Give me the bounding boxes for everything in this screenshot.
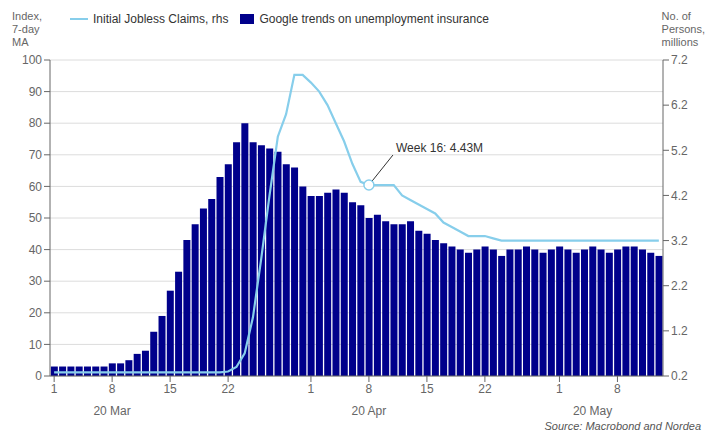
svg-text:80: 80 [29, 116, 43, 130]
svg-text:15: 15 [163, 382, 177, 396]
svg-text:1: 1 [308, 382, 315, 396]
svg-text:22: 22 [221, 382, 235, 396]
svg-text:40: 40 [29, 243, 43, 257]
html-text:Source: Macrobond and Nordea: Source: Macrobond and Nordea [544, 420, 701, 432]
svg-text:8: 8 [366, 382, 373, 396]
svg-text:20 Apr: 20 Apr [352, 404, 387, 418]
svg-text:2.2: 2.2 [671, 279, 688, 293]
svg-text:90: 90 [29, 85, 43, 99]
svg-text:6.2: 6.2 [671, 98, 688, 112]
svg-text:8: 8 [614, 382, 621, 396]
svg-text:8: 8 [109, 382, 116, 396]
svg-text:7.2: 7.2 [671, 53, 688, 67]
svg-text:20 Mar: 20 Mar [93, 404, 130, 418]
svg-text:0: 0 [35, 369, 42, 383]
svg-text:0.2: 0.2 [671, 369, 688, 383]
svg-text:30: 30 [29, 274, 43, 288]
svg-text:1: 1 [51, 382, 58, 396]
svg-text:20: 20 [29, 306, 43, 320]
html-text:Google trends on unemployment: Google trends on unemployment insurance [259, 12, 489, 26]
svg-text:1: 1 [556, 382, 563, 396]
svg-text:22: 22 [478, 382, 492, 396]
svg-text:Week 16: 4.43M: Week 16: 4.43M [396, 141, 483, 155]
svg-text:15: 15 [420, 382, 434, 396]
svg-text:60: 60 [29, 180, 43, 194]
svg-text:1.2: 1.2 [671, 324, 688, 338]
svg-text:70: 70 [29, 148, 43, 162]
html-text:No. of Persons, millions: No. of Persons, millions [661, 10, 705, 48]
svg-text:50: 50 [29, 211, 43, 225]
svg-text:3.2: 3.2 [671, 234, 688, 248]
svg-text:10: 10 [29, 338, 43, 352]
svg-text:20 May: 20 May [573, 404, 612, 418]
svg-text:5.2: 5.2 [671, 144, 688, 158]
svg-text:100: 100 [22, 53, 42, 67]
html-text:Index, 7-day MA: Index, 7-day MA [12, 10, 42, 48]
html-text:Initial Jobless Claims, rhs: Initial Jobless Claims, rhs [93, 12, 229, 26]
svg-text:4.2: 4.2 [671, 189, 688, 203]
